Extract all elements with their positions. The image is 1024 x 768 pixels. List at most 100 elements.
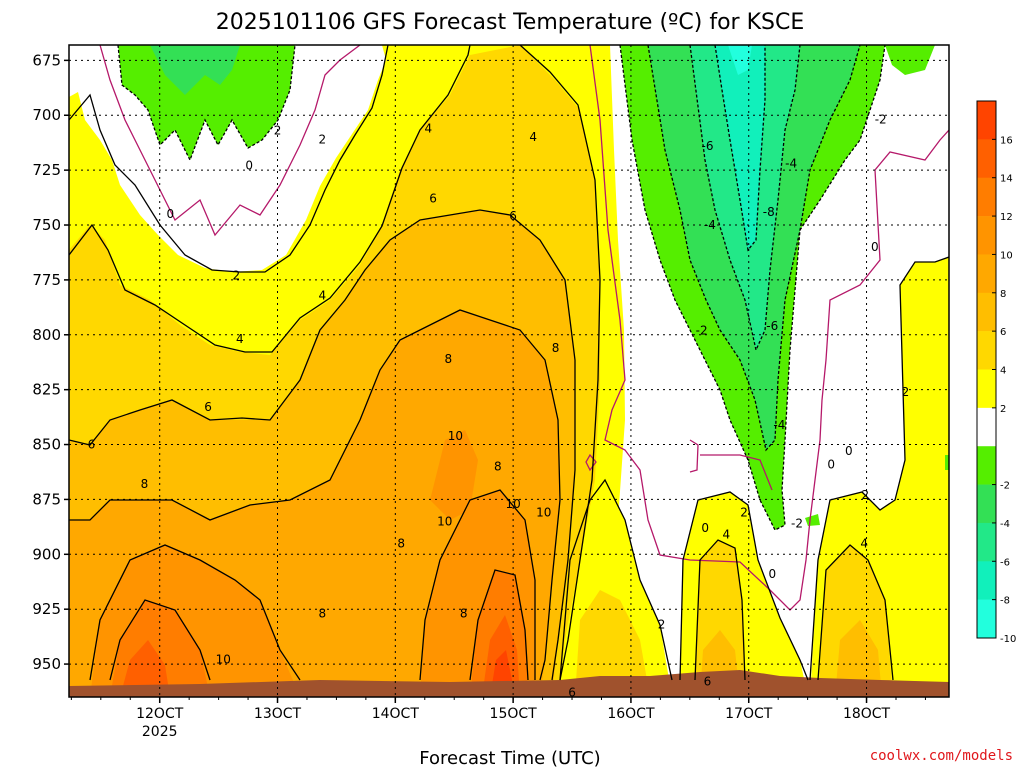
contour-label: 2 bbox=[318, 132, 326, 146]
contour-0-small-b bbox=[689, 439, 699, 473]
colorbar-tick-label: -4 bbox=[1000, 519, 1010, 530]
contour-2-east bbox=[679, 491, 809, 681]
x-axis-label: Forecast Time (UTC) bbox=[419, 748, 600, 768]
contour-4-far-east bbox=[817, 544, 894, 681]
credit-text: coolwx.com/models bbox=[870, 748, 1013, 764]
y-tick-label: 850 bbox=[32, 436, 61, 454]
colorbar-swatch bbox=[977, 369, 996, 409]
contour-label: 10 bbox=[448, 429, 463, 443]
band-6-8-east bbox=[835, 620, 882, 697]
y-tick-label: 950 bbox=[32, 655, 61, 673]
colorbar-swatch bbox=[977, 139, 996, 179]
band-cold-east-d bbox=[715, 45, 765, 250]
y-tick-label: 750 bbox=[32, 216, 61, 234]
contour-label: 10 bbox=[437, 514, 452, 528]
contour-label: 8 bbox=[397, 536, 405, 550]
colorbar-swatch bbox=[977, 446, 996, 485]
contour-2-west bbox=[69, 45, 389, 273]
y-tick-label: 800 bbox=[32, 326, 61, 344]
contour-label: 6 bbox=[88, 438, 96, 452]
contour-label: 2 bbox=[232, 269, 240, 283]
plot-frame bbox=[68, 44, 950, 698]
contour-2-far-east bbox=[809, 256, 949, 681]
contour-label: 8 bbox=[318, 607, 326, 621]
y-tick-label: 675 bbox=[32, 51, 61, 69]
contour-0-small bbox=[585, 453, 597, 472]
contour-label: 4 bbox=[860, 536, 868, 550]
colorbar-tick-label: -6 bbox=[1000, 557, 1010, 568]
contour-label: 0 bbox=[871, 240, 879, 254]
colorbar-swatch bbox=[977, 292, 996, 332]
grid-lines bbox=[69, 45, 949, 697]
contour-label: 6 bbox=[568, 686, 576, 700]
contour-label: 6 bbox=[509, 209, 517, 223]
x-tick-label: 15OCT bbox=[490, 706, 538, 722]
contour-label: 4 bbox=[236, 332, 244, 346]
contour-label: 2 bbox=[274, 124, 282, 138]
band-10-12-blob bbox=[430, 430, 478, 520]
band-cold-edge bbox=[945, 455, 949, 470]
y-tick-label: 725 bbox=[32, 161, 61, 179]
contour-label: 0 bbox=[768, 567, 776, 581]
contour-10-mid bbox=[419, 489, 536, 681]
colorbar-tick-label: 2 bbox=[1000, 404, 1006, 415]
colorbar-tick-label: 10 bbox=[1000, 250, 1013, 261]
colorbar-tick-label: 14 bbox=[1000, 174, 1013, 185]
contour-label: 2 bbox=[902, 385, 910, 399]
terrain bbox=[69, 670, 949, 697]
y-tick-label: 875 bbox=[32, 490, 61, 508]
contour-2-center bbox=[559, 478, 673, 681]
contour-label: 0 bbox=[845, 444, 853, 458]
contour-6-west bbox=[69, 209, 576, 681]
colorbar-swatch bbox=[977, 407, 996, 447]
contour-label: 0 bbox=[166, 207, 174, 221]
x-tick-label: 17OCT bbox=[725, 706, 773, 722]
band-14-16 bbox=[120, 640, 170, 697]
contour-label: 8 bbox=[460, 607, 468, 621]
y-tick-label: 825 bbox=[32, 381, 61, 399]
colorbar-tick-label: 6 bbox=[1000, 327, 1006, 338]
colorbar-swatch bbox=[977, 101, 996, 140]
temperature-field bbox=[69, 45, 949, 697]
colorbar-swatch bbox=[977, 599, 996, 639]
contour-label: 4 bbox=[723, 528, 731, 542]
contour-label: -2 bbox=[696, 323, 708, 337]
contour-neg2-east bbox=[619, 45, 886, 531]
contour-label: -6 bbox=[766, 319, 778, 333]
contour-label: 0 bbox=[245, 159, 253, 173]
contour-8-west bbox=[69, 309, 561, 681]
contour-label: 2 bbox=[740, 506, 748, 520]
contour-4-center bbox=[694, 539, 746, 681]
contour-label: -4 bbox=[785, 157, 797, 171]
contour-label: 4 bbox=[529, 130, 537, 144]
contour-neg8-east bbox=[714, 45, 766, 252]
contour-label: -2 bbox=[875, 113, 887, 127]
x-tick-sublabel: 2025 bbox=[142, 724, 178, 740]
contour-label: 6 bbox=[204, 400, 212, 414]
x-tick-label: 18OCT bbox=[843, 706, 891, 722]
colorbar-tick-label: -8 bbox=[1000, 596, 1010, 607]
contour-label: 8 bbox=[552, 341, 560, 355]
band-cold-west bbox=[118, 45, 295, 160]
colorbar-tick-label: 12 bbox=[1000, 212, 1013, 223]
x-axis: 12OCT 2025 13OCT 14OCT 15OCT 16OCT 17OCT 18OCT bbox=[70, 697, 926, 740]
band-cold-west-core bbox=[150, 45, 240, 95]
colorbar-swatch bbox=[977, 254, 996, 294]
contour-labels: 22004466244886610881010108881026-6-4-2-8… bbox=[88, 113, 910, 700]
colorbar-tick-label: 8 bbox=[1000, 289, 1006, 300]
contour-neg4-east bbox=[647, 45, 861, 452]
y-tick-label: 700 bbox=[32, 106, 61, 124]
colorbar-tick-label: 16 bbox=[1000, 135, 1013, 146]
contour-label: 2 bbox=[862, 488, 870, 502]
colorbar-tick-label: -2 bbox=[1000, 481, 1010, 492]
y-tick-label: 925 bbox=[32, 600, 61, 618]
contour-12-mid bbox=[469, 569, 529, 681]
contour-neg2-west bbox=[117, 45, 296, 162]
x-tick-label: 12OCT bbox=[136, 706, 184, 722]
contour-label: 10 bbox=[536, 506, 551, 520]
colorbar-swatch bbox=[977, 216, 996, 255]
contour-label: 10 bbox=[505, 497, 520, 511]
y-tick-label: 900 bbox=[32, 545, 61, 563]
colorbar-swatch bbox=[977, 177, 996, 217]
contour-label: 8 bbox=[445, 352, 453, 366]
